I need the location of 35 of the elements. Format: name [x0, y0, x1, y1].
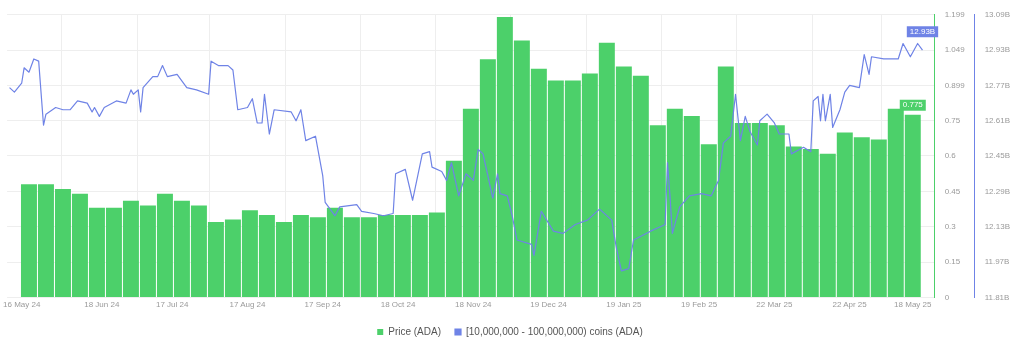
x-tick-label: 22 Mar 25 [756, 300, 793, 310]
legend-label: [10,000,000 - 100,000,000) coins (ADA) [466, 325, 643, 337]
y-tick-label: 0.75 [944, 115, 961, 125]
y-tick-label: 0.45 [944, 186, 961, 196]
x-tick-label: 17 Jul 24 [155, 300, 189, 310]
y-tick-label: 0 [944, 292, 950, 302]
y2-tick-label: 12.93B [984, 45, 1010, 55]
y2-tick-label: 12.77B [984, 80, 1010, 90]
y-tick-label: 0.3 [944, 221, 957, 231]
y-tick-label: 1.049 [944, 45, 966, 55]
y-tick-label: 0.15 [944, 257, 961, 267]
y2-tick-label: 11.81B [984, 292, 1010, 302]
y-tick-label: 0.6 [944, 151, 957, 161]
x-tick-label: 18 Nov 24 [455, 300, 493, 310]
x-tick-label: 18 May 25 [894, 300, 932, 310]
y-tick-label: 1.199 [944, 10, 966, 19]
x-tick-label: 18 Jun 24 [84, 300, 120, 310]
x-tick-label: 19 Dec 24 [530, 300, 568, 310]
data-label: 0.775 [902, 100, 924, 110]
x-tick-label: 17 Sep 24 [304, 300, 342, 310]
y2-tick-label: 12.61B [984, 115, 1010, 125]
x-tick-label: 19 Feb 25 [681, 300, 718, 310]
y2-tick-label: 13.09B [984, 10, 1010, 19]
x-tick-label: 16 May 24 [3, 300, 41, 310]
x-tick-label: 22 Apr 25 [832, 300, 868, 310]
y2-tick-label: 12.13B [984, 221, 1010, 231]
y-tick-label: 0.899 [944, 80, 966, 90]
y2-tick-label: 11.97B [984, 257, 1010, 267]
y2-tick-label: 12.45B [984, 151, 1010, 161]
legend-label: Price (ADA) [388, 325, 442, 337]
x-tick-label: 17 Aug 24 [229, 300, 267, 310]
y2-tick-label: 12.29B [984, 186, 1010, 196]
x-tick-label: 19 Jan 25 [606, 300, 642, 310]
x-tick-label: 18 Oct 24 [380, 300, 416, 310]
data-label: 12.93B [909, 26, 936, 36]
